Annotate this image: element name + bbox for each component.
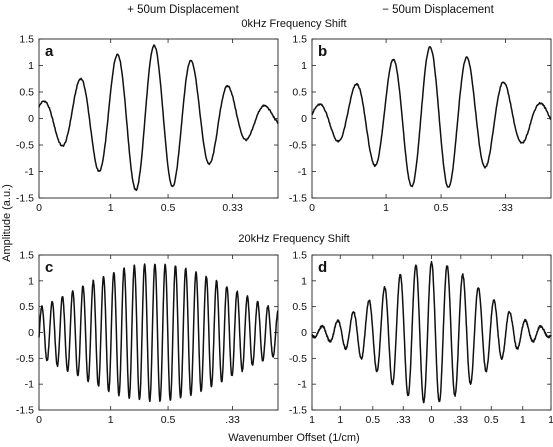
- panel-label-a: a: [45, 43, 54, 60]
- y-tick-label: 1: [301, 60, 307, 72]
- x-tick-label: 1: [337, 414, 343, 426]
- y-tick-label: 1.5: [292, 250, 307, 262]
- panel-label-d: d: [318, 259, 327, 276]
- x-tick-label: 1: [309, 414, 315, 426]
- x-tick-label: .33: [225, 414, 240, 426]
- panel-label-c: c: [45, 259, 53, 276]
- x-tick-label: .33: [396, 414, 411, 426]
- x-tick-label: 0: [429, 414, 435, 426]
- y-tick-label: 1.5: [19, 34, 34, 46]
- y-tick-label: 0: [28, 327, 34, 339]
- x-tick-label: 0: [36, 414, 42, 426]
- x-axis-label: Wavenumber Offset (1/cm): [228, 432, 359, 444]
- x-tick-label: 1: [383, 202, 389, 214]
- x-tick-label: 0.33: [222, 202, 243, 214]
- y-tick-label: -0.5: [16, 140, 34, 152]
- y-tick-label: 0.5: [292, 87, 307, 99]
- y-tick-label: -1: [298, 379, 307, 391]
- panel-a: 1.510.50-0.5-1-1.50 1 0.5 0.33a: [16, 34, 279, 214]
- series-line-a: [38, 44, 279, 192]
- plot-frame: [311, 38, 552, 199]
- x-tick-label: 0: [36, 202, 42, 214]
- series-line-b: [311, 46, 552, 188]
- x-tick-label: .33: [498, 202, 513, 214]
- y-axis-label: Amplitude (a.u.): [1, 184, 13, 262]
- y-tick-label: -1.5: [289, 405, 307, 417]
- x-tick-label: 0: [309, 202, 315, 214]
- y-tick-label: 0: [28, 113, 34, 125]
- x-tick-label: 1: [108, 202, 114, 214]
- y-tick-label: -1: [25, 379, 34, 391]
- y-tick-label: -0.5: [16, 353, 34, 365]
- col-title-right: − 50um Displacement: [382, 4, 494, 16]
- y-tick-label: 1: [28, 60, 34, 72]
- y-tick-label: 0: [301, 113, 307, 125]
- y-tick-label: 0.5: [19, 87, 34, 99]
- series-line-c: [38, 263, 279, 402]
- y-tick-label: 1.5: [292, 34, 307, 46]
- y-tick-label: -1: [25, 166, 34, 178]
- row-title-top: 0kHz Frequency Shift: [241, 18, 346, 30]
- panel-label-b: b: [318, 43, 327, 60]
- x-tick-label: 1: [548, 414, 553, 426]
- y-tick-label: 1: [301, 275, 307, 287]
- panel-c: 1.510.50-0.5-1-1.50 1 0.5.33c: [16, 250, 279, 426]
- y-tick-label: 1: [28, 275, 34, 287]
- x-tick-label: 0.5: [484, 414, 499, 426]
- plot-frame: [311, 254, 552, 411]
- y-tick-label: -0.5: [289, 140, 307, 152]
- y-tick-label: 0: [301, 327, 307, 339]
- x-tick-label: 0.5: [366, 414, 381, 426]
- x-tick-label: 0.5: [161, 202, 176, 214]
- y-tick-label: 0.5: [19, 301, 34, 313]
- panel-d: 1.510.50-0.5-1-1.51 1 0.5.33 0.33 0.5 1 1d: [289, 250, 553, 427]
- y-tick-label: -0.5: [289, 353, 307, 365]
- y-tick-label: -1.5: [16, 193, 34, 205]
- x-tick-label: 1: [108, 414, 114, 426]
- y-tick-label: 1.5: [19, 250, 34, 262]
- series-line-d: [311, 260, 552, 404]
- x-tick-label: .33: [454, 414, 469, 426]
- y-tick-label: -1.5: [289, 193, 307, 205]
- x-tick-label: 0.5: [161, 414, 176, 426]
- y-tick-label: 0.5: [292, 301, 307, 313]
- col-title-left: + 50um Displacement: [127, 4, 239, 16]
- y-tick-label: -1.5: [16, 405, 34, 417]
- row-title-bottom: 20kHz Frequency Shift: [238, 233, 349, 245]
- panel-b: 1.510.50-0.5-1-1.50 1 0.5.33b: [289, 34, 552, 214]
- y-tick-label: -1: [298, 166, 307, 178]
- x-tick-label: 1: [520, 414, 526, 426]
- x-tick-label: 0.5: [434, 202, 449, 214]
